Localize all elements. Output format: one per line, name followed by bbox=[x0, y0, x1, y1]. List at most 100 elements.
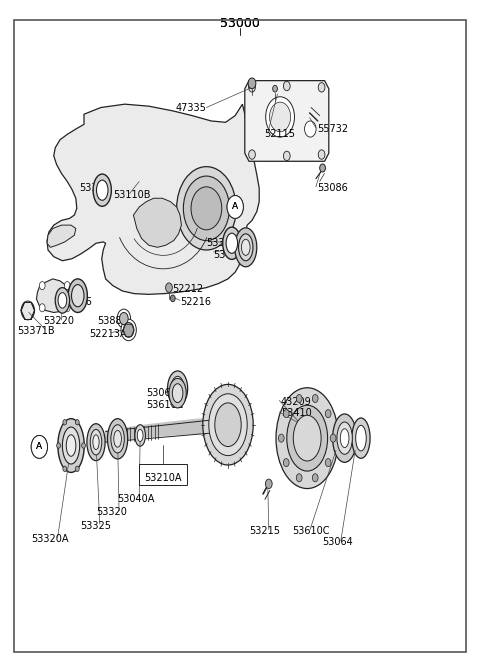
Ellipse shape bbox=[90, 429, 102, 455]
Circle shape bbox=[123, 323, 134, 337]
Circle shape bbox=[283, 81, 290, 91]
Ellipse shape bbox=[239, 234, 253, 261]
Ellipse shape bbox=[96, 180, 108, 200]
Text: A: A bbox=[232, 202, 238, 212]
Ellipse shape bbox=[235, 228, 257, 267]
Circle shape bbox=[121, 319, 136, 341]
Ellipse shape bbox=[215, 403, 241, 447]
Text: 53064: 53064 bbox=[323, 538, 353, 547]
Circle shape bbox=[31, 435, 48, 458]
Text: 53885: 53885 bbox=[97, 316, 128, 325]
Circle shape bbox=[39, 282, 45, 290]
Ellipse shape bbox=[68, 279, 87, 312]
Circle shape bbox=[266, 97, 294, 137]
Circle shape bbox=[63, 466, 67, 472]
Text: 53610C: 53610C bbox=[146, 401, 184, 410]
Text: 53000: 53000 bbox=[220, 17, 260, 30]
Text: 47335: 47335 bbox=[176, 103, 206, 112]
Ellipse shape bbox=[62, 427, 80, 464]
Ellipse shape bbox=[226, 233, 238, 253]
Circle shape bbox=[325, 458, 331, 466]
Text: 53210A: 53210A bbox=[144, 474, 182, 483]
Polygon shape bbox=[226, 407, 238, 430]
Text: 52216: 52216 bbox=[180, 298, 211, 307]
Text: 52115: 52115 bbox=[264, 130, 295, 139]
Circle shape bbox=[248, 78, 256, 89]
Polygon shape bbox=[106, 418, 230, 442]
Ellipse shape bbox=[241, 239, 250, 255]
Circle shape bbox=[82, 443, 85, 448]
Circle shape bbox=[75, 466, 79, 472]
Circle shape bbox=[166, 283, 172, 292]
Ellipse shape bbox=[287, 405, 327, 471]
Ellipse shape bbox=[135, 425, 145, 446]
Circle shape bbox=[117, 309, 131, 328]
Text: 52212: 52212 bbox=[172, 284, 203, 294]
Polygon shape bbox=[245, 81, 329, 161]
Circle shape bbox=[318, 83, 325, 92]
Circle shape bbox=[249, 83, 255, 92]
Ellipse shape bbox=[58, 293, 67, 308]
Circle shape bbox=[75, 419, 79, 425]
Text: 53086: 53086 bbox=[317, 183, 348, 193]
Circle shape bbox=[249, 150, 255, 159]
Circle shape bbox=[278, 434, 284, 442]
Circle shape bbox=[63, 419, 67, 425]
Circle shape bbox=[283, 458, 289, 466]
Circle shape bbox=[170, 295, 175, 302]
Ellipse shape bbox=[87, 424, 105, 461]
Ellipse shape bbox=[209, 394, 247, 456]
Ellipse shape bbox=[172, 384, 183, 403]
Text: 53236: 53236 bbox=[61, 298, 92, 307]
Ellipse shape bbox=[340, 429, 349, 448]
Text: 53215: 53215 bbox=[250, 526, 281, 536]
Polygon shape bbox=[133, 198, 181, 247]
Circle shape bbox=[183, 176, 229, 241]
Circle shape bbox=[296, 394, 302, 403]
Text: 53320: 53320 bbox=[96, 507, 127, 517]
Text: 53610C: 53610C bbox=[292, 526, 329, 536]
Circle shape bbox=[273, 85, 277, 92]
Ellipse shape bbox=[55, 288, 70, 313]
Ellipse shape bbox=[293, 415, 321, 461]
Text: 53410: 53410 bbox=[281, 409, 312, 418]
Text: A: A bbox=[36, 442, 42, 452]
Ellipse shape bbox=[108, 419, 128, 459]
Circle shape bbox=[318, 150, 325, 159]
Text: 53040A: 53040A bbox=[118, 494, 155, 503]
Ellipse shape bbox=[114, 431, 121, 448]
Ellipse shape bbox=[168, 371, 188, 406]
Circle shape bbox=[304, 121, 316, 137]
Text: 53220: 53220 bbox=[43, 316, 74, 325]
Polygon shape bbox=[36, 279, 72, 312]
Circle shape bbox=[57, 443, 60, 448]
Circle shape bbox=[31, 435, 48, 458]
Circle shape bbox=[270, 102, 290, 132]
Text: A: A bbox=[232, 202, 238, 212]
Text: 52213A: 52213A bbox=[89, 329, 126, 339]
Ellipse shape bbox=[356, 425, 366, 451]
Text: 53371B: 53371B bbox=[17, 326, 54, 335]
Text: 55732: 55732 bbox=[317, 124, 348, 134]
Circle shape bbox=[312, 474, 318, 482]
Ellipse shape bbox=[171, 376, 184, 401]
Text: 53352: 53352 bbox=[79, 183, 110, 193]
Circle shape bbox=[64, 282, 70, 290]
Ellipse shape bbox=[203, 384, 253, 465]
Circle shape bbox=[120, 312, 128, 325]
Polygon shape bbox=[47, 104, 259, 294]
Circle shape bbox=[325, 410, 331, 418]
Ellipse shape bbox=[352, 418, 370, 458]
Circle shape bbox=[283, 410, 289, 418]
Text: 53094: 53094 bbox=[214, 251, 244, 260]
Ellipse shape bbox=[223, 227, 241, 259]
Ellipse shape bbox=[58, 419, 84, 472]
Ellipse shape bbox=[276, 388, 338, 489]
Text: 53000: 53000 bbox=[220, 17, 260, 30]
Ellipse shape bbox=[66, 435, 76, 456]
Circle shape bbox=[177, 167, 236, 250]
Circle shape bbox=[265, 479, 272, 489]
Text: 53064: 53064 bbox=[146, 388, 177, 398]
Circle shape bbox=[191, 187, 222, 230]
Circle shape bbox=[312, 394, 318, 403]
